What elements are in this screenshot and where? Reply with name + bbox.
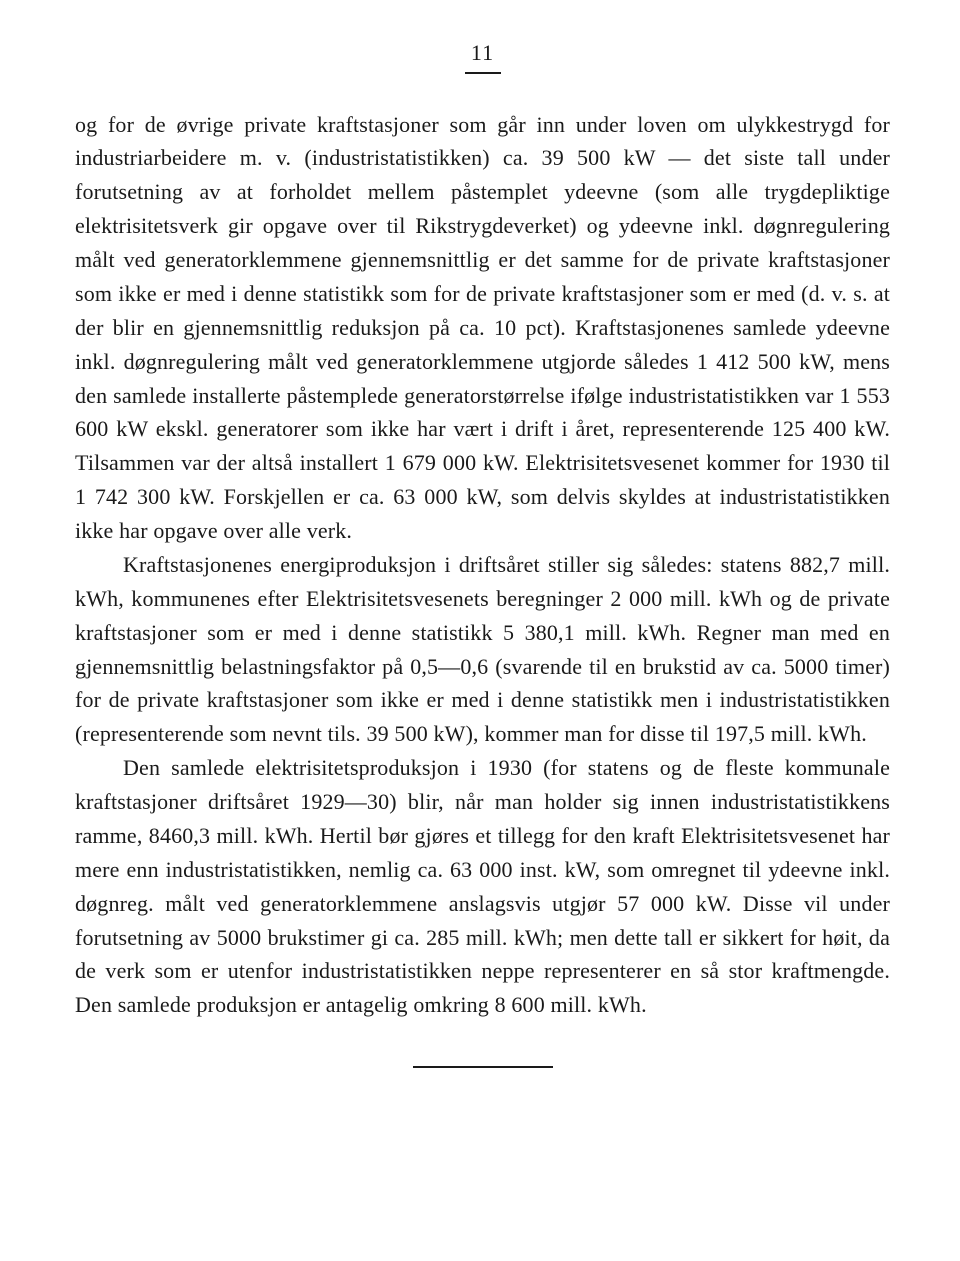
paragraph-2: Kraftstasjonenes energiproduksjon i drif… [75,548,890,751]
document-page: 11 og for de øvrige private kraftstasjon… [0,0,960,1118]
paragraph-1: og for de øvrige private kraftstasjoner … [75,108,890,548]
body-text: og for de øvrige private kraftstasjoner … [75,108,890,1023]
page-number: 11 [75,40,890,66]
bottom-divider [413,1066,553,1068]
paragraph-3: Den samlede elektrisitetsproduksjon i 19… [75,751,890,1022]
page-number-underline [465,72,501,74]
